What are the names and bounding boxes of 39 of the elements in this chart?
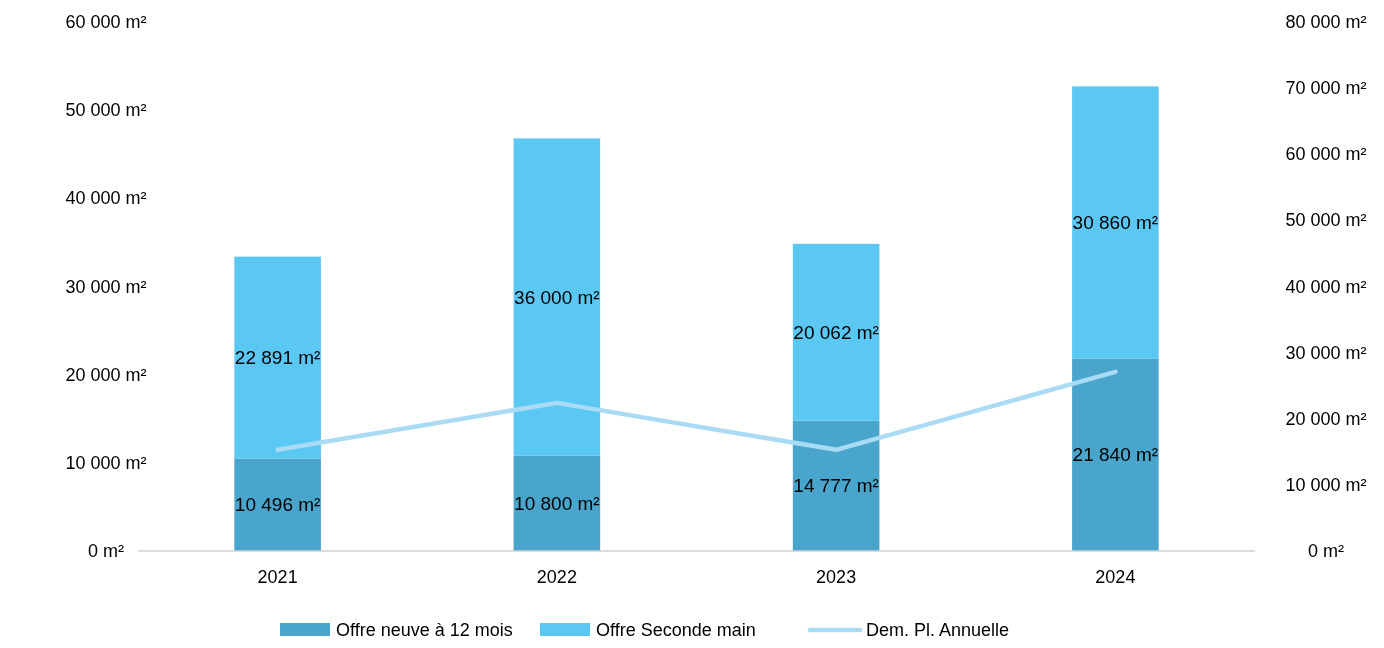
x-tick-label: 2022 (536, 567, 577, 587)
y-tick-label: 10 000 m² (65, 452, 147, 473)
bar (234, 458, 321, 551)
bar (1072, 358, 1159, 551)
data-label: 21 840 m² (1072, 444, 1159, 466)
y2-tick-label: 20 000 m² (1285, 408, 1367, 429)
data-label: 10 496 m² (234, 494, 321, 516)
y2-tick-label: 80 000 m² (1285, 12, 1367, 32)
x-tick-label: 2024 (1095, 567, 1136, 587)
y2-tick-label: 60 000 m² (1285, 144, 1367, 165)
bar (234, 256, 321, 459)
bar (1072, 86, 1159, 359)
data-label: 20 062 m² (793, 321, 879, 343)
legend-label: Dem. Pl. Annuelle (866, 620, 1010, 640)
y2-tick-label: 10 000 m² (1285, 474, 1367, 495)
y2-tick-label: 30 000 m² (1285, 342, 1367, 363)
y-tick-label: 50 000 m² (65, 100, 147, 121)
y2-tick-label: 70 000 m² (1285, 78, 1367, 99)
legend-label: Offre Seconde main (596, 620, 756, 640)
data-label: 22 891 m² (234, 347, 321, 369)
y-tick-label: 20 000 m² (65, 364, 147, 385)
x-tick-label: 2023 (816, 567, 857, 587)
data-label: 36 000 m² (514, 286, 600, 308)
x-tick-label: 2021 (257, 567, 298, 587)
data-label: 14 777 m² (793, 475, 879, 497)
bar (513, 138, 601, 456)
legend-label: Offre neuve à 12 mois (336, 620, 513, 640)
y-tick-label: 40 000 m² (65, 188, 147, 209)
bar (792, 243, 880, 421)
bar (792, 420, 880, 551)
data-label: 10 800 m² (514, 492, 600, 514)
y2-tick-label: 50 000 m² (1285, 210, 1367, 231)
y2-tick-label: 0 m² (1308, 541, 1345, 561)
y2-tick-label: 40 000 m² (1285, 276, 1367, 297)
bar (513, 455, 601, 551)
y-tick-label: 0 m² (88, 541, 125, 561)
y-tick-label: 30 000 m² (65, 276, 147, 297)
data-label: 30 860 m² (1072, 211, 1159, 233)
y-tick-label: 60 000 m² (65, 12, 147, 32)
